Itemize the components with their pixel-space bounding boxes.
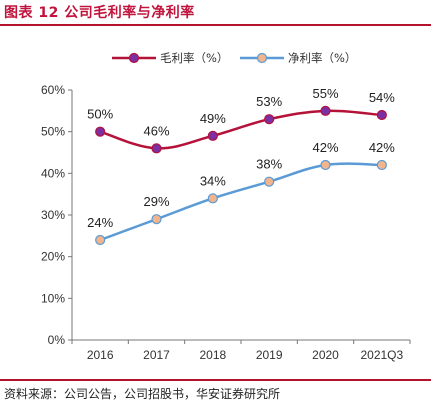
series-2-data-label: 42% [369, 140, 395, 155]
series-line-1 [99, 109, 382, 150]
legend-swatch-marker-1 [128, 52, 140, 64]
series-2-point [264, 176, 275, 187]
line-chart: 0% 10% 20% 30% 40% 50% 60% 2016 2017 2018 2019 2020… [41, 51, 411, 362]
x-tick-label: 2017 [143, 348, 170, 362]
bottom-rule [0, 379, 431, 381]
series-1-point [320, 105, 331, 116]
series-2-data-label: 42% [312, 140, 338, 155]
series-2-point [207, 193, 218, 204]
x-tick-label: 2018 [199, 348, 226, 362]
legend-swatch-marker-2 [256, 52, 268, 64]
series-2-point [95, 234, 106, 246]
series-2-data-label: 24% [87, 215, 113, 230]
series-1-point [95, 126, 106, 137]
x-tick-label: 2019 [256, 348, 283, 362]
y-tick-label: 0% [48, 333, 66, 347]
series-1-data-label: 55% [312, 86, 338, 101]
figure-title: 图表 12 公司毛利率与净利率 [4, 5, 195, 21]
series-1-point [151, 143, 162, 154]
series-2-data-label: 34% [200, 173, 226, 188]
series-1-data-label: 50% [87, 107, 113, 122]
x-tick-label: 2016 [87, 348, 114, 362]
y-tick-label: 10% [41, 291, 65, 305]
x-tick-label: 2020 [312, 348, 339, 362]
y-tick-label: 60% [41, 83, 65, 97]
series-2-point [376, 159, 387, 171]
series-1-data-label: 46% [143, 123, 169, 138]
y-tick-label: 50% [41, 125, 65, 139]
series-2-data-label: 29% [143, 194, 169, 209]
series-line-2 [99, 162, 382, 242]
series-1-point [376, 109, 387, 121]
legend-label-2: 净利率（%） [288, 51, 356, 65]
y-tick-label: 40% [41, 166, 65, 180]
top-rule [0, 24, 431, 26]
y-tick-label: 30% [41, 208, 65, 222]
y-tick-label: 20% [41, 250, 65, 264]
series-2-data-label: 38% [256, 157, 282, 172]
source-note: 资料来源：公司公告，公司招股书，华安证券研究所 [4, 387, 281, 401]
series-1-point [207, 130, 218, 141]
series-2-point [320, 159, 331, 171]
series-1-data-label: 53% [256, 94, 282, 109]
legend-label-1: 毛利率（%） [160, 51, 228, 65]
series-1-point [264, 114, 275, 125]
series-2-point [151, 214, 162, 225]
x-tick-label: 2021Q3 [360, 348, 403, 362]
series-1-data-label: 49% [200, 111, 226, 126]
series-1-data-label: 54% [369, 90, 395, 105]
